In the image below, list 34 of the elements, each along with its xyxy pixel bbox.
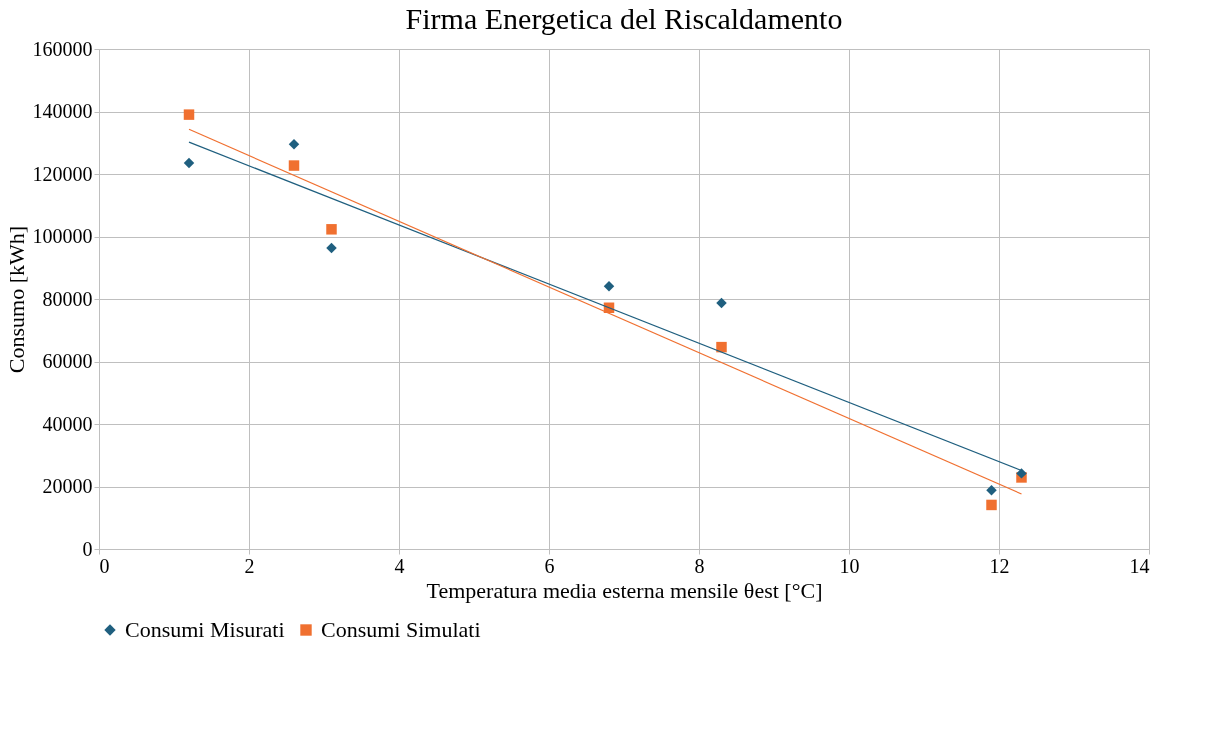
point [603,280,615,292]
x-tick-label: 0 [99,554,110,577]
point [288,160,300,171]
point [986,499,997,511]
y-axis-title: Consumo [kWh] [3,225,29,374]
y-tick-label: 0 [82,537,93,560]
x-tick-label: 6 [544,554,555,577]
x-tick-label: 10 [839,554,860,577]
y-tick-label: 40000 [42,412,93,435]
x-tick-label: 12 [989,554,1010,577]
y-tick-label: 140000 [32,100,93,122]
point [183,109,195,120]
point [183,157,195,169]
y-tick-label: 20000 [42,475,93,497]
y-tick-label: 60000 [42,350,93,372]
x-tick-label: 14 [1129,554,1150,577]
y-tick-label: 100000 [32,225,93,247]
point [326,242,337,254]
point [986,485,997,496]
x-tick-label: 8 [694,554,705,577]
point [716,297,727,309]
legend-label: Consumi Misurati [125,617,285,642]
chart-title: Firma Energetica del Riscaldamento [405,2,843,35]
y-tick-label: 80000 [42,287,93,310]
x-tick-label: 4 [394,554,405,577]
point [326,224,337,235]
legend-label: Consumi Simulati [321,617,481,642]
point [1016,468,1027,479]
y-tick-label: 160000 [32,37,93,60]
x-tick-label: 2 [244,554,255,577]
point [716,341,727,353]
y-tick-label: 120000 [32,162,93,185]
point [288,139,300,150]
x-axis-title: Temperatura media esterna mensile θest [°C] [426,577,823,603]
